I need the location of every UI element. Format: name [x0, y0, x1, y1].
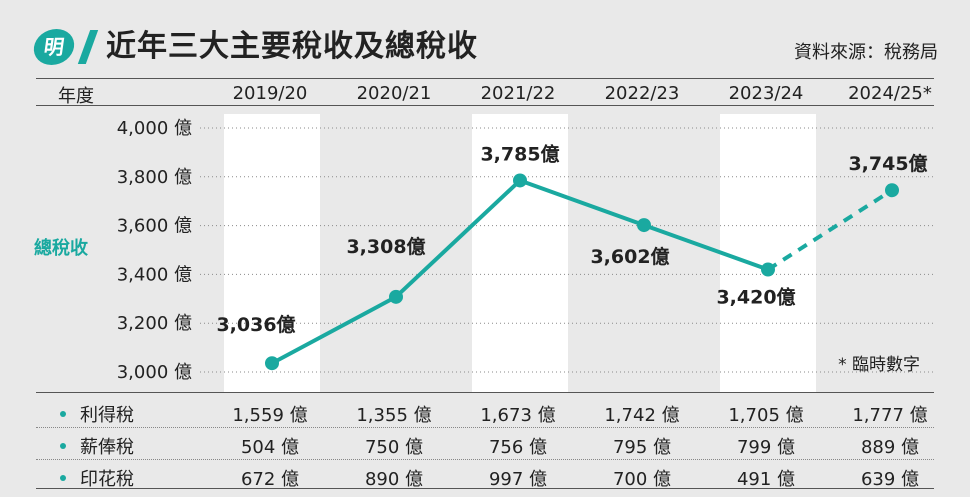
data-label: 3,420億: [716, 286, 795, 309]
column-band: [224, 114, 320, 392]
table-cell: 890 億: [364, 469, 424, 490]
table-cell: 997 億: [488, 469, 548, 490]
provisional-note: * 臨時數字: [838, 355, 920, 375]
page-title: 近年三大主要稅收及總稅收: [106, 29, 478, 64]
table-bottom-rule: [36, 488, 934, 489]
year-label: 2024/25*: [848, 83, 932, 104]
table-cell: 672 億: [240, 469, 300, 490]
year-label: 2023/24: [728, 83, 804, 104]
data-label: 3,785億: [480, 142, 559, 165]
column-band: [472, 114, 568, 392]
y-axis-label: 總稅收: [34, 237, 88, 259]
year-label: 2021/22: [480, 83, 556, 104]
table-cell: 504 億: [240, 437, 300, 458]
row-label-text: 印花稅: [80, 469, 134, 490]
year-label: 2022/23: [604, 83, 680, 104]
bullet-icon: [60, 475, 66, 481]
row-label: 薪俸稅: [60, 433, 134, 459]
header: 明 近年三大主要稅收及總稅收 資料來源：稅務局: [0, 0, 970, 78]
year-label: 2020/21: [356, 83, 432, 104]
tax-row-stamp-duty: 印花稅 672 億 890 億 997 億 700 億 491 億 639 億: [36, 460, 934, 492]
data-point: [637, 218, 651, 233]
year-header-row: 年度 2019/20 2020/21 2021/22 2022/23 2023/…: [36, 78, 934, 107]
y-tick-label: 3,600 億: [117, 216, 192, 237]
data-point: [761, 262, 775, 277]
data-label: 3,745億: [848, 152, 927, 175]
series-line-provisional: [766, 188, 894, 272]
data-label: 3,036億: [216, 313, 295, 336]
tax-row-salaries: 薪俸稅 504 億 750 億 756 億 795 億 799 億 889 億: [36, 428, 934, 460]
y-tick-label: 3,800 億: [117, 167, 192, 188]
tax-row-profits: 利得稅 1,559 億 1,355 億 1,673 億 1,742 億 1,70…: [36, 396, 934, 428]
table-cell: 1,705 億: [728, 405, 804, 426]
table-cell: 795 億: [612, 437, 672, 458]
table-cell: 1,742 億: [604, 405, 680, 426]
table-cell: 1,355 億: [356, 405, 432, 426]
year-column-label: 年度: [58, 86, 94, 107]
row-label-text: 薪俸稅: [80, 437, 134, 458]
data-point: [513, 173, 527, 188]
table-cell: 750 億: [364, 437, 424, 458]
data-point: [389, 289, 403, 304]
table-cell: 1,777 億: [852, 405, 928, 426]
title-accent-bar: [77, 30, 99, 64]
table-cell: 1,673 億: [480, 405, 556, 426]
data-point: [885, 183, 899, 198]
row-label: 利得稅: [60, 401, 134, 427]
newspaper-logo: 明: [31, 29, 77, 65]
total-tax-line-chart: 4,000 億 3,800 億 3,600 億 3,400 億 3,200 億 3,000…: [34, 114, 934, 392]
source-note: 資料來源：稅務局: [794, 42, 938, 63]
table-cell: 700 億: [612, 469, 672, 490]
table-cell: 639 億: [860, 469, 920, 490]
y-tick-label: 3,000 億: [117, 362, 192, 383]
row-label-text: 利得稅: [80, 405, 134, 426]
bullet-icon: [60, 411, 66, 417]
y-tick-label: 4,000 億: [117, 118, 192, 139]
data-label: 3,602億: [590, 245, 669, 268]
table-cell: 889 億: [860, 437, 920, 458]
year-label: 2019/20: [232, 83, 308, 104]
y-tick-label: 3,400 億: [117, 264, 192, 285]
column-band: [720, 114, 816, 392]
y-tick-label: 3,200 億: [117, 313, 192, 334]
table-cell: 1,559 億: [232, 405, 308, 426]
table-cell: 491 億: [736, 469, 796, 490]
table-divider: [36, 392, 934, 393]
row-label: 印花稅: [60, 465, 134, 491]
bullet-icon: [60, 443, 66, 449]
data-label: 3,308億: [346, 235, 425, 258]
table-cell: 799 億: [736, 437, 796, 458]
table-cell: 756 億: [488, 437, 548, 458]
data-point: [265, 356, 279, 371]
